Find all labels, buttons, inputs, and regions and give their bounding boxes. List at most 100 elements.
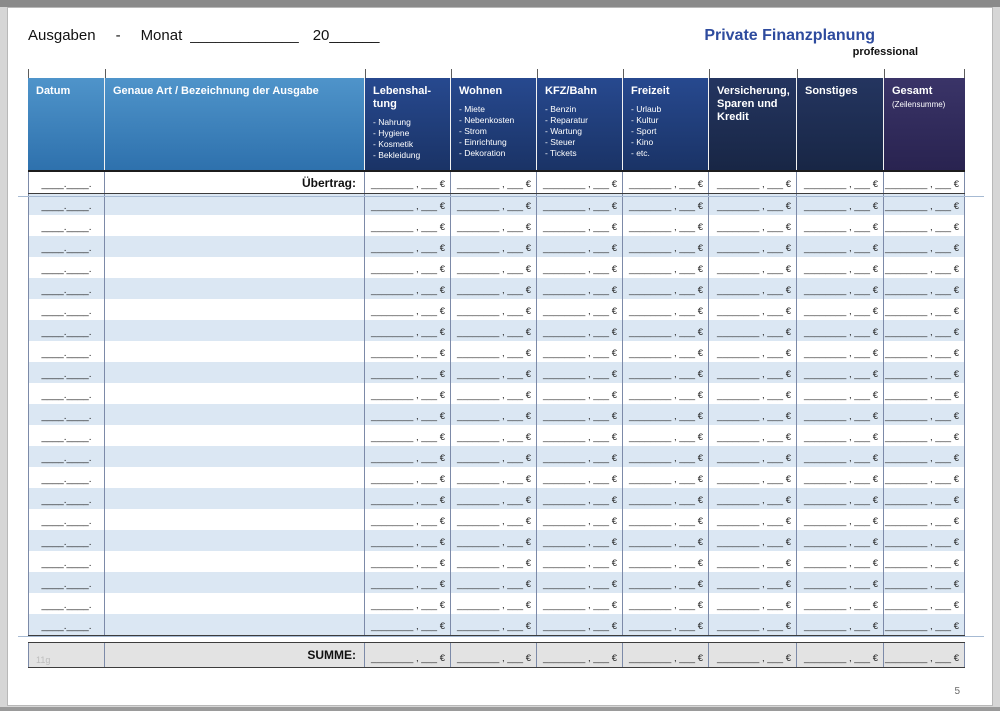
amount-field: ________ , ___ € <box>623 404 709 425</box>
column-title: Gesamt <box>892 85 933 97</box>
amount-field: ________ , ___ € <box>451 593 537 614</box>
description-field <box>105 467 365 488</box>
horizontal-rule-bottom <box>18 636 984 637</box>
amount-field: ________ , ___ € <box>623 362 709 383</box>
amount-field: ________ , ___ € <box>709 299 797 320</box>
amount-field: ________ , ___ € <box>623 257 709 278</box>
date-field: ____.____. <box>28 572 105 593</box>
column-tick <box>105 69 106 78</box>
brand-subtitle: professional <box>852 46 918 58</box>
horizontal-rule-top <box>18 196 984 197</box>
column-subitem: - Reparatur <box>545 115 588 125</box>
amount-field: ________ , ___ € <box>797 572 884 593</box>
column-title: Lebenshal- tung <box>373 85 432 110</box>
amount-field: ________ , ___ € <box>451 341 537 362</box>
description-field <box>105 257 365 278</box>
amount-field: ________ , ___ € <box>623 172 709 193</box>
amount-field: ________ , ___ € <box>537 404 623 425</box>
description-field <box>105 215 365 236</box>
summe-row: SUMME: ________ , ___ € ________ , ___ €… <box>28 642 965 668</box>
column-subitem: - Strom <box>459 126 487 136</box>
amount-field: ________ , ___ € <box>623 614 709 635</box>
amount-field: ________ , ___ € <box>365 194 451 215</box>
description-field <box>105 236 365 257</box>
description-field <box>105 278 365 299</box>
table-header: Datum Genaue Art / Bezeichnung der Ausga… <box>28 78 965 172</box>
amount-field: ________ , ___ € <box>537 446 623 467</box>
amount-field: ________ , ___ € <box>623 509 709 530</box>
amount-field: ________ , ___ € <box>709 530 797 551</box>
amount-field: ________ , ___ € <box>623 551 709 572</box>
date-field: ____.____. <box>28 488 105 509</box>
amount-field: ________ , ___ € <box>537 383 623 404</box>
form-title: Ausgaben - Monat _____________ 20______ <box>28 27 379 44</box>
amount-field: ________ , ___ € <box>797 425 884 446</box>
amount-field: ________ , ___ € <box>623 643 709 667</box>
amount-field: ________ , ___ € <box>537 593 623 614</box>
column-tick <box>623 69 624 78</box>
amount-field: ________ , ___ € <box>884 236 965 257</box>
amount-field: ________ , ___ € <box>884 643 965 667</box>
date-field: ____.____. <box>28 320 105 341</box>
amount-field: ________ , ___ € <box>537 572 623 593</box>
amount-field: ________ , ___ € <box>451 446 537 467</box>
table-body: ____.____. ________ , ___ € ________ , ___… <box>28 194 965 636</box>
amount-field: ________ , ___ € <box>451 215 537 236</box>
amount-field: ________ , ___ € <box>884 299 965 320</box>
amount-field: ________ , ___ € <box>537 488 623 509</box>
amount-field: ________ , ___ € <box>537 172 623 193</box>
amount-field: ________ , ___ € <box>797 257 884 278</box>
table-row: ____.____. ________ , ___ € ________ , ___… <box>28 509 965 530</box>
amount-field: ________ , ___ € <box>884 362 965 383</box>
amount-field: ________ , ___ € <box>709 215 797 236</box>
description-field <box>105 530 365 551</box>
amount-field: ________ , ___ € <box>623 488 709 509</box>
description-field <box>105 425 365 446</box>
column-tick <box>709 69 710 78</box>
amount-field: ________ , ___ € <box>451 467 537 488</box>
column-title: Freizeit <box>631 85 670 97</box>
amount-field: ________ , ___ € <box>623 572 709 593</box>
amount-field: ________ , ___ € <box>451 172 537 193</box>
date-field: ____.____. <box>28 236 105 257</box>
column-title: Genaue Art / Bezeichnung der Ausgabe <box>113 85 319 97</box>
description-field <box>105 299 365 320</box>
amount-field: ________ , ___ € <box>884 257 965 278</box>
column-tick <box>537 69 538 78</box>
description-field <box>105 593 365 614</box>
amount-field: ________ , ___ € <box>884 172 965 193</box>
amount-field: ________ , ___ € <box>884 341 965 362</box>
column-subitem: - Nebenkosten <box>459 115 515 125</box>
date-field: ____.____. <box>28 215 105 236</box>
date-field: ____.____. <box>28 614 105 635</box>
amount-field: ________ , ___ € <box>884 425 965 446</box>
date-field: ____.____. <box>28 299 105 320</box>
amount-field: ________ , ___ € <box>709 320 797 341</box>
amount-field: ________ , ___ € <box>884 278 965 299</box>
column-header-bezeichnung: Genaue Art / Bezeichnung der Ausgabe <box>105 78 365 170</box>
amount-field: ________ , ___ € <box>365 488 451 509</box>
amount-field: ________ , ___ € <box>451 509 537 530</box>
description-field <box>105 404 365 425</box>
amount-field: ________ , ___ € <box>537 643 623 667</box>
amount-field: ________ , ___ € <box>537 320 623 341</box>
amount-field: ________ , ___ € <box>365 446 451 467</box>
amount-field: ________ , ___ € <box>451 425 537 446</box>
column-title: Datum <box>36 85 71 97</box>
amount-field: ________ , ___ € <box>537 509 623 530</box>
column-subitem: - Dekoration <box>459 148 506 158</box>
description-field <box>105 362 365 383</box>
description-field <box>105 509 365 530</box>
amount-field: ________ , ___ € <box>365 425 451 446</box>
amount-field: ________ , ___ € <box>884 215 965 236</box>
amount-field: ________ , ___ € <box>365 299 451 320</box>
column-header-lebenshaltung: Lebenshal- tung - Nahrung - Hygiene - Kosm… <box>365 78 451 170</box>
date-field: ____.____. <box>28 383 105 404</box>
amount-field: ________ , ___ € <box>365 278 451 299</box>
amount-field: ________ , ___ € <box>451 572 537 593</box>
table-row: ____.____. ________ , ___ € ________ , ___… <box>28 425 965 446</box>
date-field: ____.____. <box>28 425 105 446</box>
amount-field: ________ , ___ € <box>365 643 451 667</box>
column-subitem: - etc. <box>631 148 650 158</box>
table-row: ____.____. ________ , ___ € ________ , ___… <box>28 278 965 299</box>
